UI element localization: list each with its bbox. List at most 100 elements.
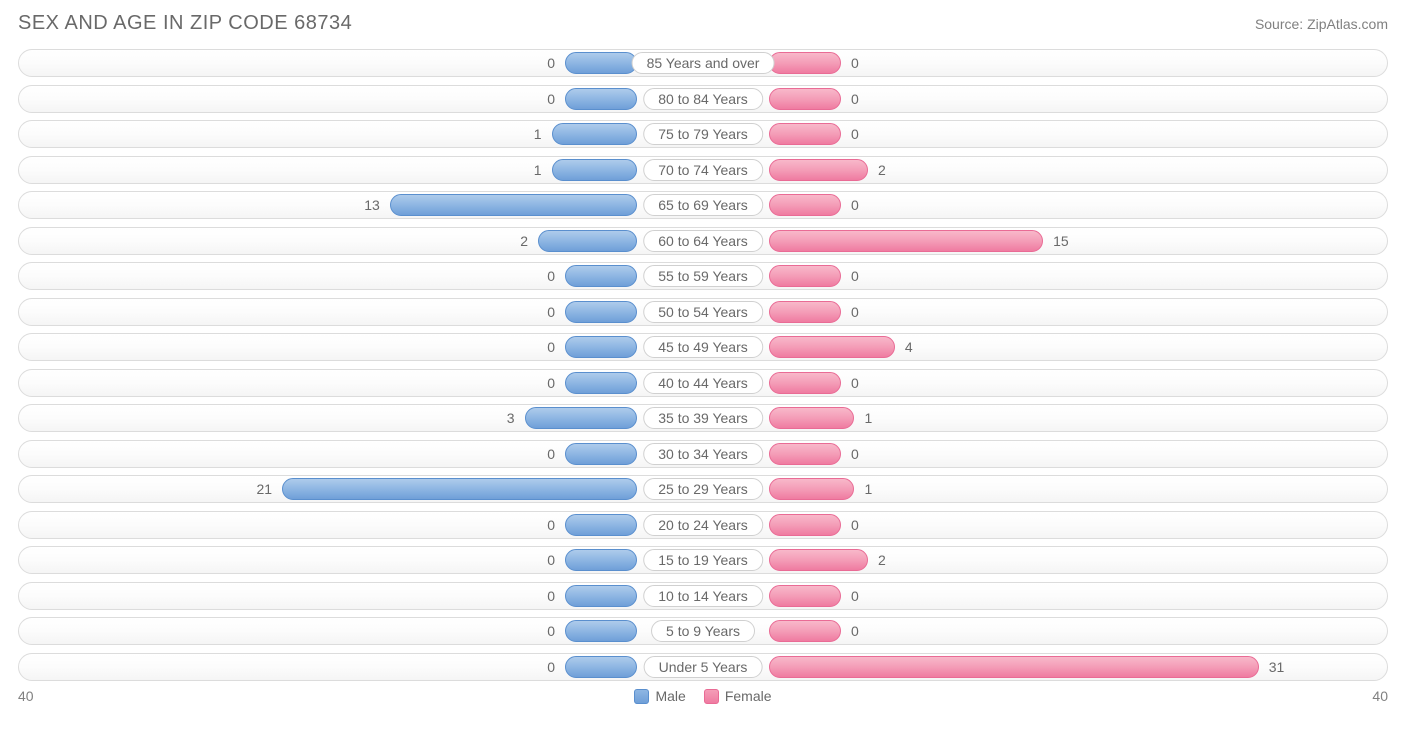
male-bar bbox=[565, 620, 637, 642]
female-value: 31 bbox=[1263, 654, 1285, 680]
male-value: 21 bbox=[256, 476, 278, 502]
female-value: 2 bbox=[872, 547, 886, 573]
chart-row: 0 0 85 Years and over bbox=[18, 49, 1388, 77]
legend-male-label: Male bbox=[655, 688, 685, 704]
age-category-label: 85 Years and over bbox=[632, 52, 775, 74]
female-bar bbox=[769, 478, 854, 500]
male-bar bbox=[552, 159, 637, 181]
female-bar bbox=[769, 88, 841, 110]
female-bar bbox=[769, 620, 841, 642]
female-bar bbox=[769, 585, 841, 607]
male-bar bbox=[390, 194, 637, 216]
male-bar bbox=[565, 301, 637, 323]
age-category-label: 40 to 44 Years bbox=[643, 372, 763, 394]
age-category-label: 50 to 54 Years bbox=[643, 301, 763, 323]
female-bar bbox=[769, 52, 841, 74]
legend-female-label: Female bbox=[725, 688, 772, 704]
female-swatch-icon bbox=[704, 689, 719, 704]
male-value: 0 bbox=[547, 654, 561, 680]
male-bar bbox=[565, 52, 637, 74]
male-value: 0 bbox=[547, 50, 561, 76]
female-bar bbox=[769, 159, 868, 181]
male-bar bbox=[565, 443, 637, 465]
male-value: 0 bbox=[547, 547, 561, 573]
age-category-label: Under 5 Years bbox=[644, 656, 763, 678]
age-category-label: 15 to 19 Years bbox=[643, 549, 763, 571]
male-value: 0 bbox=[547, 370, 561, 396]
male-bar bbox=[565, 549, 637, 571]
male-value: 0 bbox=[547, 86, 561, 112]
chart-source: Source: ZipAtlas.com bbox=[1255, 16, 1388, 32]
female-value: 0 bbox=[845, 263, 859, 289]
male-bar bbox=[565, 336, 637, 358]
female-value: 0 bbox=[845, 50, 859, 76]
female-bar bbox=[769, 407, 854, 429]
male-bar bbox=[565, 514, 637, 536]
female-bar bbox=[769, 301, 841, 323]
legend: Male Female bbox=[634, 688, 771, 704]
age-category-label: 20 to 24 Years bbox=[643, 514, 763, 536]
chart-row: 0020 to 24 Years bbox=[18, 511, 1388, 539]
chart-title: SEX AND AGE IN ZIP CODE 68734 bbox=[18, 12, 352, 35]
female-value: 1 bbox=[858, 476, 872, 502]
age-category-label: 10 to 14 Years bbox=[643, 585, 763, 607]
chart-row: 0 4 45 to 49 Years bbox=[18, 333, 1388, 361]
female-bar bbox=[769, 123, 841, 145]
male-bar bbox=[282, 478, 637, 500]
female-value: 0 bbox=[845, 370, 859, 396]
female-value: 0 bbox=[845, 618, 859, 644]
female-value: 0 bbox=[845, 86, 859, 112]
chart-row: 0 0 80 to 84 Years bbox=[18, 85, 1388, 113]
male-value: 0 bbox=[547, 299, 561, 325]
chart-row: 0055 to 59 Years bbox=[18, 262, 1388, 290]
age-category-label: 80 to 84 Years bbox=[643, 88, 763, 110]
male-value: 2 bbox=[520, 228, 534, 254]
male-value: 13 bbox=[364, 192, 386, 218]
age-category-label: 75 to 79 Years bbox=[643, 123, 763, 145]
female-bar bbox=[769, 372, 841, 394]
female-value: 0 bbox=[845, 512, 859, 538]
age-category-label: 35 to 39 Years bbox=[643, 407, 763, 429]
chart-row: 21 1 25 to 29 Years bbox=[18, 475, 1388, 503]
legend-item-female: Female bbox=[704, 688, 772, 704]
female-value: 0 bbox=[845, 192, 859, 218]
female-value: 0 bbox=[845, 121, 859, 147]
male-bar bbox=[565, 372, 637, 394]
male-value: 3 bbox=[507, 405, 521, 431]
male-value: 1 bbox=[534, 157, 548, 183]
male-value: 0 bbox=[547, 263, 561, 289]
chart-row: 0 31 Under 5 Years bbox=[18, 653, 1388, 681]
population-pyramid-chart: 0 0 85 Years and over 0 0 80 to 84 Years 1 0 75 … bbox=[18, 49, 1388, 681]
axis-max-left: 40 bbox=[18, 688, 34, 704]
axis-max-right: 40 bbox=[1372, 688, 1388, 704]
male-bar bbox=[565, 585, 637, 607]
male-bar bbox=[565, 265, 637, 287]
age-category-label: 25 to 29 Years bbox=[643, 478, 763, 500]
age-category-label: 65 to 69 Years bbox=[643, 194, 763, 216]
female-value: 1 bbox=[858, 405, 872, 431]
female-bar bbox=[769, 549, 868, 571]
chart-footer: 40 Male Female 40 bbox=[18, 688, 1388, 704]
male-value: 0 bbox=[547, 334, 561, 360]
female-value: 4 bbox=[899, 334, 913, 360]
age-category-label: 70 to 74 Years bbox=[643, 159, 763, 181]
female-bar bbox=[769, 656, 1259, 678]
age-category-label: 60 to 64 Years bbox=[643, 230, 763, 252]
female-value: 0 bbox=[845, 583, 859, 609]
chart-row: 1270 to 74 Years bbox=[18, 156, 1388, 184]
male-bar bbox=[565, 88, 637, 110]
male-value: 0 bbox=[547, 441, 561, 467]
legend-item-male: Male bbox=[634, 688, 685, 704]
male-value: 0 bbox=[547, 618, 561, 644]
female-bar bbox=[769, 336, 895, 358]
female-value: 0 bbox=[845, 441, 859, 467]
chart-row: 21560 to 64 Years bbox=[18, 227, 1388, 255]
male-value: 1 bbox=[534, 121, 548, 147]
age-category-label: 5 to 9 Years bbox=[651, 620, 755, 642]
female-bar bbox=[769, 194, 841, 216]
chart-row: 0050 to 54 Years bbox=[18, 298, 1388, 326]
chart-row: 0010 to 14 Years bbox=[18, 582, 1388, 610]
chart-header: SEX AND AGE IN ZIP CODE 68734 Source: Zi… bbox=[18, 12, 1388, 35]
age-category-label: 45 to 49 Years bbox=[643, 336, 763, 358]
chart-row: 3 1 35 to 39 Years bbox=[18, 404, 1388, 432]
